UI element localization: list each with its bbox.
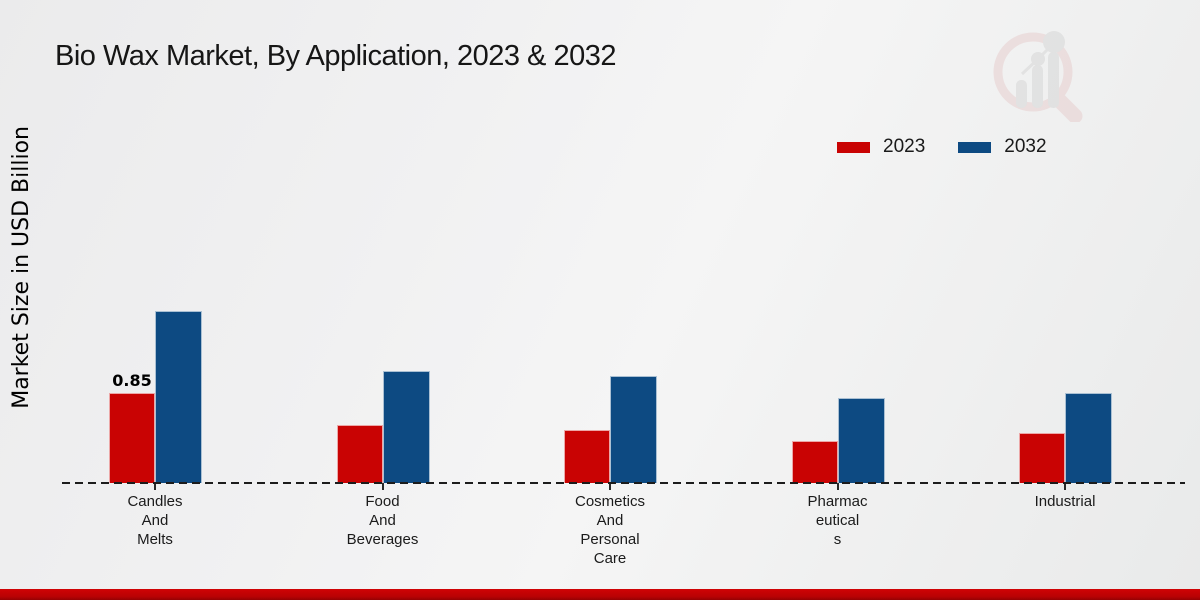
category-label: Cosmetics And Personal Care <box>525 492 695 568</box>
x-axis-tick <box>154 483 156 490</box>
legend: 2023 2032 <box>837 136 1047 158</box>
x-axis-tick <box>381 483 384 490</box>
bar-2032-3 <box>610 376 657 483</box>
category-label-line: And <box>596 512 624 529</box>
bar-2032-2 <box>382 371 430 483</box>
category-label: Candles And Melts <box>70 492 240 549</box>
category-label: Pharmac eutical s <box>753 492 923 549</box>
bar-2023-3 <box>564 430 610 483</box>
category-label-line: Candles <box>127 493 183 510</box>
category-label-line: Melts <box>137 531 173 548</box>
category-label-line: Industrial <box>1034 493 1096 510</box>
category-label-line: And <box>141 512 169 529</box>
chart-title: Bio Wax Market, By Application, 2023 & 2… <box>55 40 616 72</box>
category-label-line: s <box>833 531 842 548</box>
x-axis-tick <box>609 483 611 490</box>
legend-label-2032: 2032 <box>1004 136 1047 157</box>
bar-2023-4 <box>791 441 838 483</box>
legend-label-2023: 2023 <box>883 136 926 157</box>
bar-2032-1 <box>155 311 202 483</box>
category-label-line: eutical <box>815 512 860 529</box>
category-label: Food And Beverages <box>298 492 468 549</box>
x-axis-tick <box>1064 483 1066 490</box>
bar-2032-4 <box>837 398 885 483</box>
legend-swatch-2032 <box>958 141 992 153</box>
legend-swatch-2023 <box>837 141 870 153</box>
category-label-line: Food <box>365 493 400 510</box>
legend-item-2032: 2032 <box>958 136 1047 158</box>
bar-2023-5 <box>1019 433 1065 483</box>
bar-2023-2 <box>336 425 383 483</box>
bar-value-label: 0.85 <box>112 371 152 390</box>
category-label-line: Beverages <box>346 531 419 548</box>
legend-item-2023: 2023 <box>837 136 925 158</box>
x-axis-baseline <box>62 482 1185 484</box>
bar-2023-1 <box>109 393 155 483</box>
category-label-line: Cosmetics <box>574 493 645 510</box>
x-axis-tick <box>836 483 839 490</box>
category-label-line: Care <box>593 550 627 567</box>
category-label: Industrial <box>980 492 1150 511</box>
category-label-line: And <box>369 512 396 529</box>
category-label-line: Personal <box>580 531 640 548</box>
footer-accent-bar <box>0 589 1200 600</box>
category-label-line: Pharmac <box>807 493 868 510</box>
bar-2032-5 <box>1065 393 1112 483</box>
magnifier-bar-chart-logo <box>993 31 1083 122</box>
